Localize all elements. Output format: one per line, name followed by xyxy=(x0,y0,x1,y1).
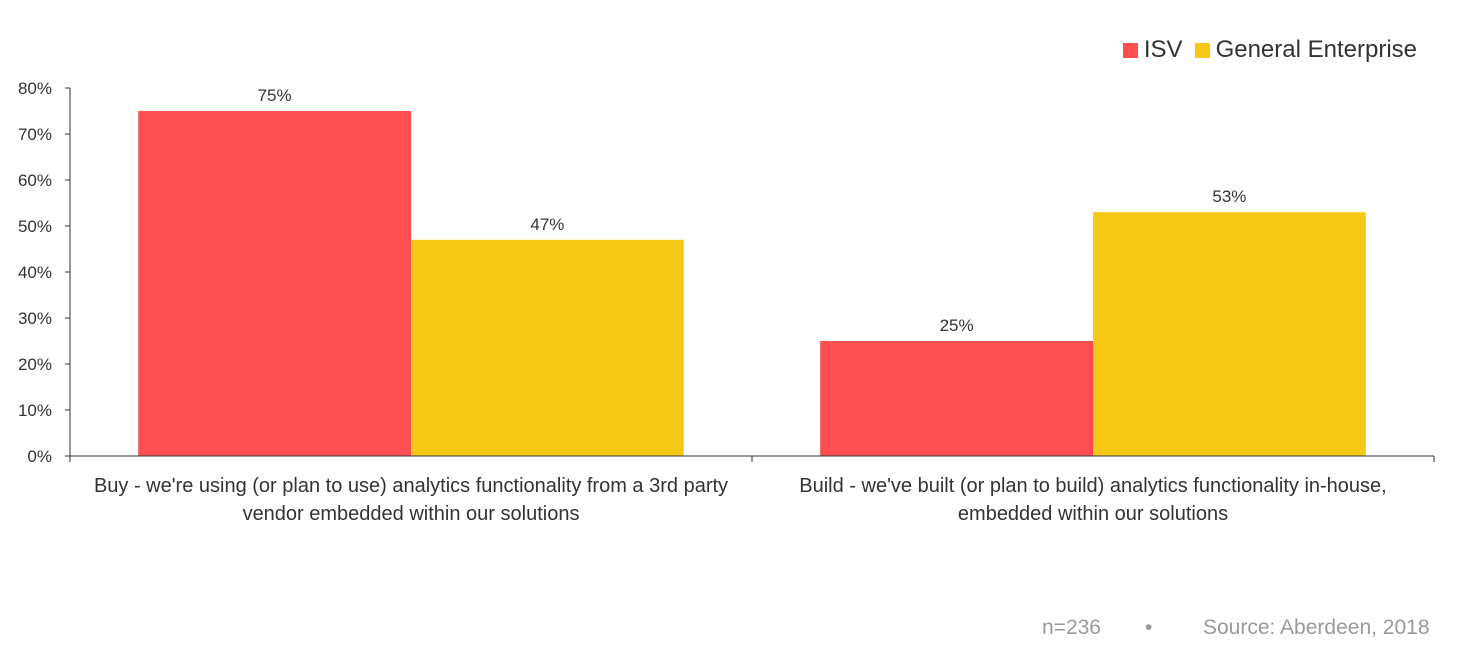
y-axis: 0% 10% 20% 30% 40% 50% 60% 70% 80% xyxy=(18,79,71,466)
category-label-buy: Buy - we're using (or plan to use) analy… xyxy=(93,475,729,525)
legend-label-isv: ISV xyxy=(1143,36,1183,63)
legend-item-isv: ISV xyxy=(1122,36,1183,64)
value-labels: 75% 47% 25% 53% xyxy=(258,86,1247,335)
y-tick-label: 40% xyxy=(18,263,52,282)
value-label-general-enterprise-0: 47% xyxy=(530,215,564,234)
legend: ISV General Enterprise xyxy=(1111,36,1417,64)
legend-item-general-enterprise: General Enterprise xyxy=(1194,36,1417,64)
bar-general-enterprise-0 xyxy=(411,239,684,456)
legend-label-general-enterprise: General Enterprise xyxy=(1215,36,1417,63)
bar-general-enterprise-1 xyxy=(1093,212,1366,456)
value-label-isv-0: 75% xyxy=(258,86,292,105)
y-tick-label: 60% xyxy=(18,171,52,190)
legend-swatch-isv xyxy=(1122,42,1138,58)
y-tick-label: 10% xyxy=(18,401,52,420)
y-tick-label: 30% xyxy=(18,309,52,328)
y-tick-label: 0% xyxy=(27,447,52,466)
x-axis xyxy=(69,455,1435,462)
source-note: Source: Aberdeen, 2018 xyxy=(1203,616,1430,639)
y-tick-label: 80% xyxy=(18,79,52,98)
value-label-general-enterprise-1: 53% xyxy=(1212,187,1246,206)
footer-separator: • xyxy=(1145,616,1153,639)
bars xyxy=(138,111,1366,456)
y-tick-label: 20% xyxy=(18,355,52,374)
sample-size: n=236 xyxy=(1042,616,1101,639)
bar-isv-1 xyxy=(820,341,1093,456)
y-tick-label: 70% xyxy=(18,125,52,144)
legend-swatch-general-enterprise xyxy=(1194,42,1210,58)
bar-isv-0 xyxy=(138,111,411,456)
category-label-build: Build - we've built (or plan to build) a… xyxy=(799,475,1387,525)
y-tick-label: 50% xyxy=(18,217,52,236)
value-label-isv-1: 25% xyxy=(940,316,974,335)
